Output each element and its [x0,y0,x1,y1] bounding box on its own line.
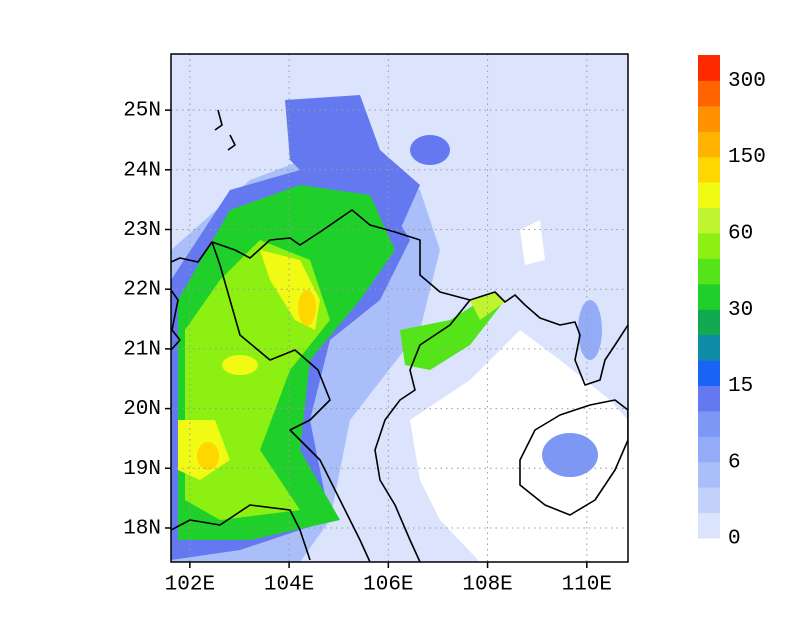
colorbar-band [698,385,720,412]
border [171,504,311,561]
border [211,241,371,562]
field-band [410,135,450,165]
y-tick-label: 22N [123,279,161,302]
y-tick-label: 19N [123,458,161,481]
grid [171,54,628,562]
colorbar-band [698,360,720,386]
colorbar-band [698,410,720,437]
y-tick-label: 20N [123,398,161,421]
colorbar-band [698,156,720,183]
colorbar-label: 6 [728,451,741,474]
island-coast [519,399,628,516]
y-tick-label: 21N [123,338,161,361]
colorbar-band [698,283,720,310]
colorbar-band [698,512,720,539]
precip-field [171,54,628,562]
y-tick-label: 18N [123,518,161,541]
colorbar-band [698,258,720,285]
colorbar-band [698,80,720,107]
field-band [578,300,602,360]
colorbar-band [698,334,720,361]
colorbar-label: 30 [728,299,753,322]
colorbar-band [698,232,720,259]
colorbar-label: 150 [728,146,766,169]
field-band [222,355,258,375]
y-tick-label: 24N [123,159,161,182]
colorbar-band [698,105,720,132]
dry-region [520,220,545,265]
field-band [298,290,316,326]
y-tick-label: 25N [123,100,161,123]
x-tick-label: 110E [562,574,612,597]
x-tick-label: 104E [264,574,314,597]
colorbar-band [698,309,720,336]
field-band [285,95,420,230]
colorbar-band [698,131,720,158]
coastlines [171,109,628,562]
field-band [197,442,219,470]
y-tick-label: 23N [123,219,161,242]
coast [374,299,471,562]
colorbar: 0 6 15 30 60 150 300 [698,55,766,551]
colorbar-label: 0 [728,528,741,551]
colorbar-band [698,461,720,488]
border-coast [171,209,628,386]
plot-frame [170,53,629,563]
colorbar-band [698,182,720,209]
colorbar-label: 15 [728,375,753,398]
dry-region [410,330,628,562]
colorbar-band [698,436,720,463]
colorbar-label: 60 [728,222,753,245]
colorbar-band [698,487,720,514]
x-tick-label: 106E [363,574,413,597]
field-band [470,292,505,320]
colorbar-band [698,55,720,81]
colorbar-band [698,207,720,234]
border [171,289,181,351]
field-band [542,433,598,477]
x-tick-label: 102E [165,574,215,597]
colorbar-label: 300 [728,70,766,93]
border [214,109,236,151]
x-tick-label: 108E [462,574,512,597]
